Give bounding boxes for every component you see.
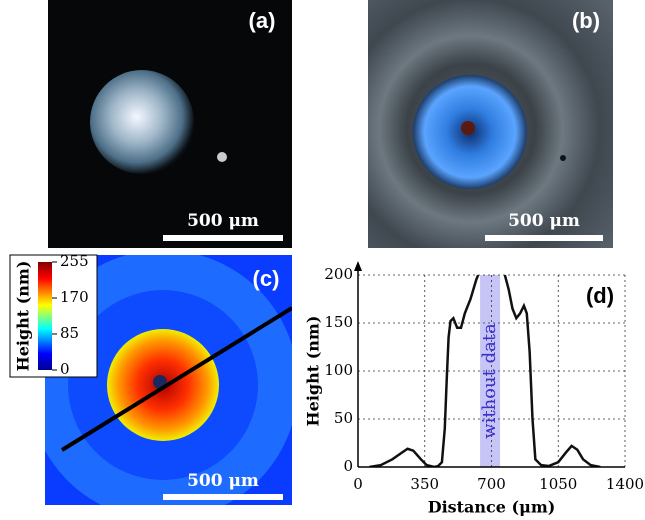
y-axis-title: Height (nm) — [304, 316, 323, 427]
panel-a: (a) 500 μm — [48, 0, 292, 248]
colorbar: Height (nm) 255 170 85 0 — [9, 252, 98, 378]
panel-label: (d) — [586, 283, 614, 308]
x-tick-label: 1400 — [606, 475, 644, 493]
panel-d: 0 50 100 150 200 0 350 700 1050 1400 without data D… — [304, 261, 644, 517]
colorbar-tick-label: 170 — [60, 288, 89, 306]
y-tick-label: 200 — [324, 265, 353, 283]
scale-label: 500 μm — [508, 211, 580, 231]
scale-bar — [163, 494, 283, 500]
panel-c: (c) 500 μm Height (nm) 255 170 85 0 — [9, 252, 292, 505]
profile-line — [60, 306, 292, 452]
defect — [461, 121, 475, 135]
colorbar-tick-label: 255 — [60, 252, 89, 270]
panel-label: (a) — [249, 8, 276, 33]
droplet — [90, 70, 194, 174]
colorbar-title: Height (nm) — [14, 261, 33, 372]
colorbar-scale — [38, 262, 52, 370]
panel-label: (b) — [572, 8, 600, 33]
colorbar-box — [9, 254, 98, 378]
y-tick-label: 50 — [334, 409, 353, 427]
x-axis-title: Distance (μm) — [428, 498, 556, 517]
x-tick-label: 350 — [410, 475, 439, 493]
band — [480, 275, 501, 467]
y-tick-label: 150 — [324, 313, 353, 331]
y-axis-arrow — [354, 261, 362, 271]
x-tick-label: 700 — [477, 475, 506, 493]
scale-bar — [485, 235, 603, 241]
particle — [217, 152, 227, 162]
y-tick-label: 0 — [343, 457, 353, 475]
panel-b: (b) 500 μm — [368, 0, 613, 248]
x-tick-label: 1050 — [539, 475, 577, 493]
x-tick-label: 0 — [353, 475, 363, 493]
scale-label: 500 μm — [187, 471, 259, 491]
scale-bar — [163, 235, 283, 241]
particle — [560, 155, 566, 161]
panel-label: (c) — [253, 266, 280, 291]
colorbar-tick-label: 0 — [60, 360, 70, 378]
y-tick-label: 100 — [324, 361, 353, 379]
colorbar-tick-label: 85 — [60, 324, 79, 342]
profile-curve — [369, 275, 601, 467]
scale-label: 500 μm — [187, 211, 259, 231]
band-label: without data — [479, 323, 500, 439]
